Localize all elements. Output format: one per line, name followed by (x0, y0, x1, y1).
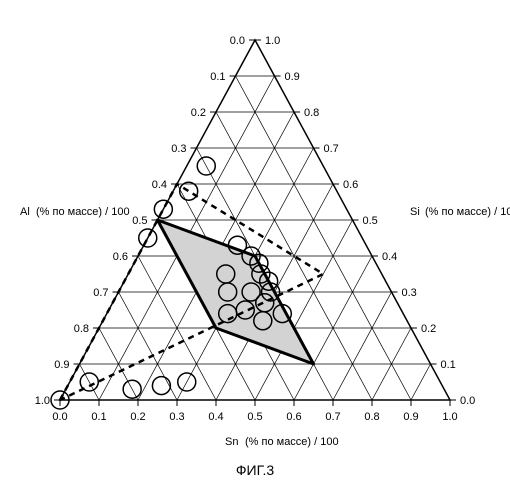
al-tick-label: 0.1 (210, 71, 225, 83)
sn-axis-label: Sn (225, 436, 238, 448)
al-tick-label: 0.4 (152, 179, 167, 191)
al-tick-label: 0.8 (74, 323, 89, 335)
figure-caption: ФИГ.3 (236, 462, 274, 478)
sn-tick-label: 0.1 (91, 411, 106, 423)
sn-tick-label: 0.0 (52, 411, 67, 423)
sn-tick-label: 0.3 (169, 411, 184, 423)
sn-tick-label: 1.0 (442, 411, 457, 423)
al-tick-label: 0.9 (54, 359, 69, 371)
sn-tick-label: 0.4 (208, 411, 223, 423)
si-tick-label: 0.1 (441, 359, 456, 371)
al-axis-label: Al (20, 206, 30, 218)
si-tick-label: 0.6 (343, 179, 358, 191)
al-tick-label: 0.0 (230, 35, 245, 47)
al-tick-label: 0.3 (171, 143, 186, 155)
si-tick-label: 0.5 (363, 215, 378, 227)
si-tick-label: 0.8 (304, 107, 319, 119)
sn-tick-label: 0.9 (403, 411, 418, 423)
al-tick-label: 0.7 (93, 287, 108, 299)
al-tick-label: 0.6 (113, 251, 128, 263)
al-tick-label: 1.0 (35, 395, 50, 407)
ternary-plot: 0.0 0.1 0.2 0.3 0.4 0.5 0.6 0.7 0.8 0.9 1.0 1.0 0.9 0… (0, 0, 510, 500)
sn-tick-label: 0.5 (247, 411, 262, 423)
sn-tick-label: 0.6 (286, 411, 301, 423)
si-tick-label: 0.7 (324, 143, 339, 155)
sn-axis-note: (% по массе) / 100 (245, 436, 339, 448)
data-point (152, 377, 170, 395)
si-tick-label: 0.0 (460, 395, 475, 407)
al-tick-label: 0.2 (191, 107, 206, 119)
si-tick-label: 0.2 (421, 323, 436, 335)
si-tick-label: 1.0 (265, 35, 280, 47)
al-tick-label: 0.5 (132, 215, 147, 227)
sn-tick-label: 0.2 (130, 411, 145, 423)
si-tick-label: 0.3 (402, 287, 417, 299)
al-axis-note: (% по массе) / 100 (36, 206, 130, 218)
si-tick-label: 0.9 (285, 71, 300, 83)
sn-tick-label: 0.8 (364, 411, 379, 423)
si-axis-note: (% по массе) / 100 (425, 206, 510, 218)
sn-tick-label: 0.7 (325, 411, 340, 423)
si-axis-label: Si (410, 206, 420, 218)
data-point (180, 182, 198, 200)
si-tick-label: 0.4 (382, 251, 397, 263)
